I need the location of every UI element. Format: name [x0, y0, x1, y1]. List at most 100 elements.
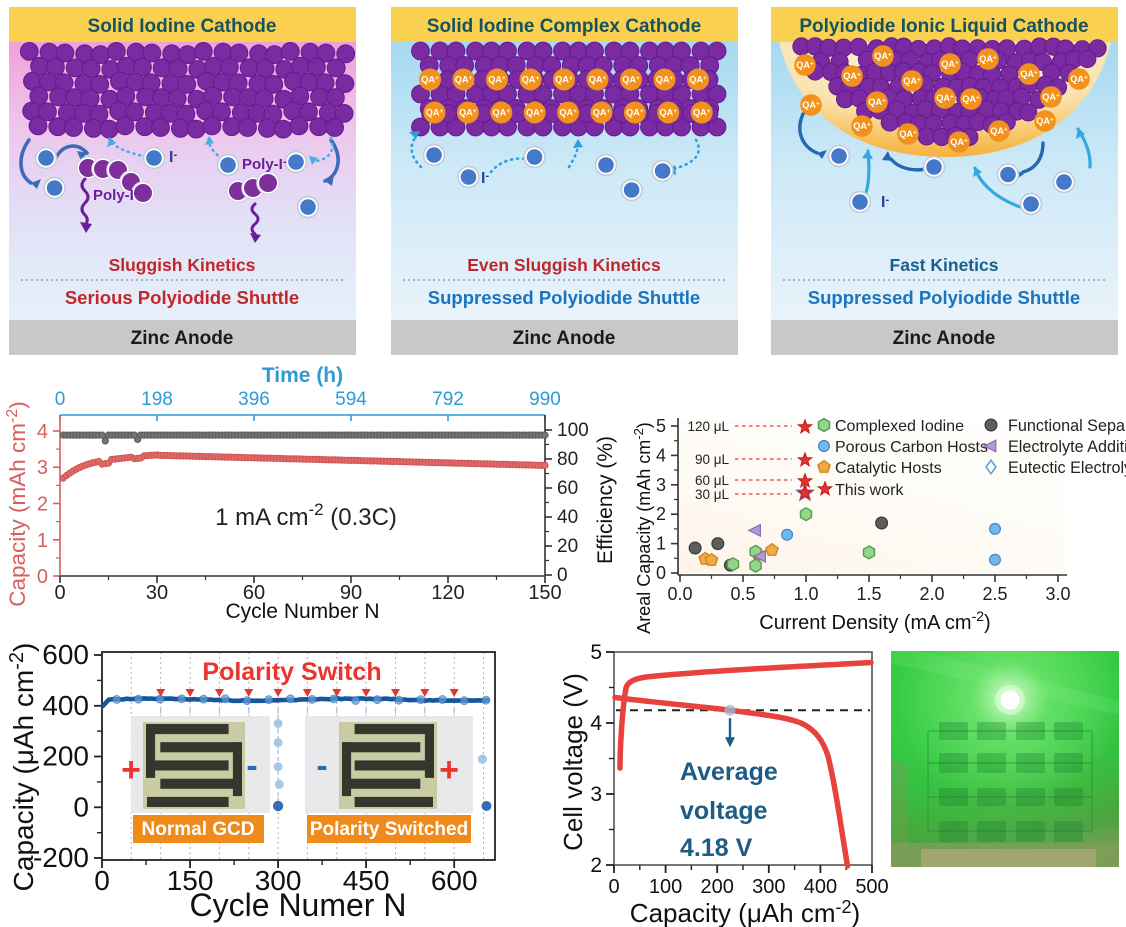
svg-text:Zinc Anode: Zinc Anode	[893, 328, 996, 349]
svg-text:450: 450	[343, 865, 390, 896]
svg-text:QA+: QA+	[526, 108, 544, 118]
svg-text:Fast Kinetics: Fast Kinetics	[890, 255, 999, 275]
svg-text:990: 990	[529, 389, 561, 410]
svg-text:2: 2	[656, 504, 666, 524]
svg-text:Capacity (mAh cm-2): Capacity (mAh cm-2)	[4, 401, 30, 607]
svg-text:This work: This work	[835, 482, 904, 499]
svg-text:Solid Iodine Complex Cathode: Solid Iodine Complex Cathode	[427, 16, 701, 37]
svg-text:60 μL: 60 μL	[695, 473, 730, 488]
svg-text:Serious Polyiodide Shuttle: Serious Polyiodide Shuttle	[65, 287, 299, 308]
svg-text:0: 0	[55, 389, 66, 410]
svg-text:0: 0	[54, 582, 65, 604]
svg-text:600: 600	[42, 640, 89, 670]
svg-text:QA+: QA+	[903, 76, 921, 86]
svg-text:500: 500	[855, 876, 888, 898]
svg-text:Average: Average	[680, 758, 778, 786]
svg-text:150: 150	[167, 865, 214, 896]
svg-text:QA+: QA+	[693, 108, 711, 118]
svg-text:QA+: QA+	[559, 108, 577, 118]
svg-text:0: 0	[656, 563, 666, 583]
svg-text:Functional Separators: Functional Separators	[1008, 417, 1126, 435]
svg-text:3: 3	[37, 457, 48, 479]
svg-text:40: 40	[557, 507, 578, 528]
svg-text:3.0: 3.0	[1045, 584, 1070, 604]
svg-text:Eutectic Electrolytes: Eutectic Electrolytes	[1008, 459, 1126, 477]
svg-text:QA+: QA+	[455, 75, 473, 85]
svg-text:Catalytic Hosts: Catalytic Hosts	[835, 460, 942, 477]
svg-text:QA+: QA+	[493, 108, 511, 118]
svg-text:Cell voltage (V): Cell voltage (V)	[560, 673, 588, 851]
svg-text:QA+: QA+	[660, 108, 678, 118]
svg-text:Porous Carbon Hosts: Porous Carbon Hosts	[835, 439, 988, 456]
svg-text:QA+: QA+	[622, 75, 640, 85]
svg-text:198: 198	[141, 389, 173, 410]
svg-text:Complexed Iodine: Complexed Iodine	[835, 418, 964, 435]
svg-text:396: 396	[238, 389, 270, 410]
svg-text:QA+: QA+	[802, 100, 820, 110]
svg-text:Even Sluggish Kinetics: Even Sluggish Kinetics	[467, 255, 661, 275]
svg-text:150: 150	[528, 582, 561, 604]
svg-text:-: -	[316, 747, 327, 785]
svg-text:-200: -200	[33, 842, 89, 873]
svg-text:2.0: 2.0	[919, 584, 944, 604]
svg-text:300: 300	[752, 876, 785, 898]
svg-text:Suppressed Polyiodide Shuttle: Suppressed Polyiodide Shuttle	[428, 287, 700, 308]
svg-text:voltage: voltage	[680, 797, 768, 825]
svg-text:Polarity Switch: Polarity Switch	[202, 658, 381, 686]
svg-text:90: 90	[340, 582, 362, 604]
svg-text:1: 1	[656, 534, 666, 554]
svg-text:+: +	[121, 751, 141, 789]
svg-text:QA+: QA+	[990, 126, 1008, 136]
svg-text:QA+: QA+	[950, 137, 968, 147]
svg-text:Cycle Numer N: Cycle Numer N	[190, 887, 407, 923]
svg-text:I-: I-	[881, 194, 889, 211]
svg-text:Polyiodide Ionic Liquid Cathod: Polyiodide Ionic Liquid Cathode	[799, 16, 1088, 37]
svg-text:QA+: QA+	[936, 93, 954, 103]
svg-text:QA+: QA+	[689, 75, 707, 85]
svg-text:600: 600	[431, 865, 478, 896]
svg-text:1: 1	[37, 530, 48, 552]
svg-text:1.0: 1.0	[793, 584, 818, 604]
svg-text:300: 300	[255, 865, 302, 896]
svg-text:Normal GCD: Normal GCD	[142, 819, 255, 840]
svg-text:Zinc Anode: Zinc Anode	[131, 328, 234, 349]
svg-text:60: 60	[557, 478, 578, 499]
svg-text:2.5: 2.5	[982, 584, 1007, 604]
svg-text:QA+: QA+	[1020, 69, 1038, 79]
svg-text:QA+: QA+	[488, 75, 506, 85]
svg-text:594: 594	[335, 389, 367, 410]
svg-text:QA+: QA+	[1036, 116, 1054, 126]
svg-text:30 μL: 30 μL	[695, 487, 730, 502]
svg-text:Cycle Number N: Cycle Number N	[225, 600, 379, 623]
svg-text:QA+: QA+	[941, 59, 959, 69]
svg-text:QA+: QA+	[1070, 74, 1088, 84]
svg-text:-: -	[246, 747, 257, 785]
svg-text:QA+: QA+	[868, 97, 886, 107]
svg-text:QA+: QA+	[656, 75, 674, 85]
svg-text:100: 100	[557, 420, 589, 441]
svg-text:200: 200	[701, 876, 734, 898]
svg-text:Areal Capacity (mAh cm-2): Areal Capacity (mAh cm-2)	[631, 422, 654, 634]
svg-text:0.0: 0.0	[667, 584, 692, 604]
svg-text:2: 2	[590, 854, 602, 877]
svg-text:QA+: QA+	[796, 60, 814, 70]
svg-text:0: 0	[37, 566, 48, 588]
svg-text:120 μL: 120 μL	[687, 419, 729, 434]
svg-text:Polarity Switched: Polarity Switched	[310, 819, 468, 840]
svg-text:I-: I-	[481, 170, 489, 187]
svg-text:0: 0	[608, 876, 619, 898]
svg-text:QA+: QA+	[589, 75, 607, 85]
svg-text:5: 5	[656, 416, 666, 436]
svg-text:QA+: QA+	[853, 121, 871, 131]
svg-text:60: 60	[243, 582, 265, 604]
svg-text:1 mA cm-2 (0.3C): 1 mA cm-2 (0.3C)	[215, 500, 397, 531]
svg-text:3: 3	[656, 475, 666, 495]
svg-text:QA+: QA+	[1042, 92, 1060, 102]
svg-text:QA+: QA+	[426, 108, 444, 118]
svg-text:I-: I-	[169, 149, 177, 166]
svg-text:Efficiency (%): Efficiency (%)	[594, 436, 617, 564]
svg-text:QA+: QA+	[626, 108, 644, 118]
svg-text:Capacity (μAh cm-2): Capacity (μAh cm-2)	[6, 643, 39, 892]
svg-text:4: 4	[590, 712, 602, 735]
svg-text:20: 20	[557, 536, 578, 557]
